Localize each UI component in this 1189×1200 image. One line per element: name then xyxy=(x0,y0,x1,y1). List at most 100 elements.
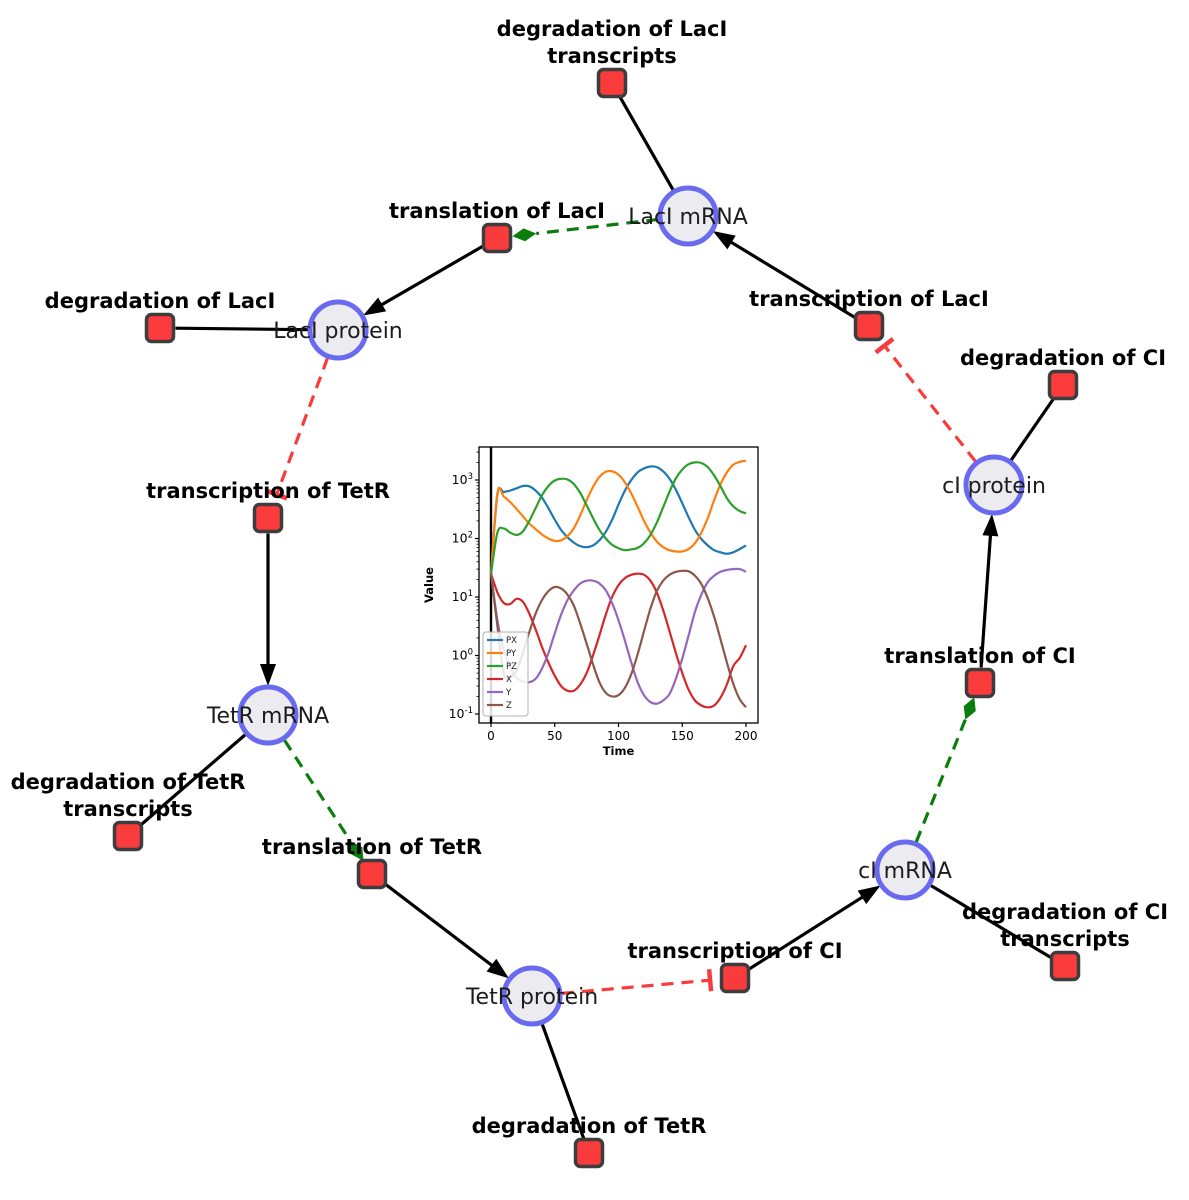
series-line-PY xyxy=(489,459,747,574)
edge-inhibition-laci_protein-to-transcr_tetr-tee-icon xyxy=(265,488,288,501)
edge-activation-tetr_mrna-to-transl_tetr xyxy=(283,739,352,842)
legend-label-PY: PY xyxy=(506,649,517,659)
reaction-label-deg_tetr_tx: transcripts xyxy=(63,797,193,821)
plot-legend: PX PY PZ XYZ xyxy=(482,631,529,717)
reaction-node-transcr_laci xyxy=(853,310,885,342)
series-line-X xyxy=(489,572,747,709)
reaction-node-deg_ci xyxy=(1047,369,1079,401)
edge-reactant-ci_protein-to-deg_ci xyxy=(1009,396,1056,462)
reaction-label-transcr_laci: transcription of LacI xyxy=(749,287,989,311)
reaction-label-deg_laci: degradation of LacI xyxy=(45,289,276,313)
series-line-Z xyxy=(489,569,747,709)
edge-product-transl_laci-to-laci_protein xyxy=(377,244,485,309)
edge-inhibition-ci_protein-to-transcr_laci xyxy=(883,344,977,463)
edge-inhibition-tetr_protein-to-transcr_ci xyxy=(561,978,711,995)
species-node-laci_mrna xyxy=(657,185,719,247)
reaction-label-transcr_ci: transcription of CI xyxy=(627,939,842,963)
legend-label-Y: Y xyxy=(505,688,512,698)
labels-layer: degradation of LacI transcripts translatio… xyxy=(11,17,1168,1138)
reaction-label-deg_ci: degradation of CI xyxy=(960,346,1166,370)
y-tick-label: 103 xyxy=(452,472,473,487)
edge-reactant-ci_mrna-to-deg_ci_tx xyxy=(929,884,1053,960)
x-tick-label: 100 xyxy=(607,729,630,743)
edges-layer xyxy=(138,95,1056,1139)
y-tick-label: 10-1 xyxy=(449,706,473,721)
edge-activation-laci_mrna-to-transl_laci-diamond-icon xyxy=(512,228,537,242)
edge-product-transcr_ci-to-ci_mrna xyxy=(747,893,868,972)
edge-product-transcr_laci-to-laci_mrna xyxy=(726,238,857,320)
y-axis-label: Value xyxy=(422,567,436,603)
reaction-node-deg_ci_tx xyxy=(1049,950,1081,982)
edge-product-transl_laci-to-laci_protein-arrowhead-icon xyxy=(363,297,387,316)
y-tick-label: 102 xyxy=(452,531,473,546)
reaction-label-deg_ci_tx: transcripts xyxy=(1000,927,1130,951)
reaction-label-transcr_tetr: transcription of TetR xyxy=(146,479,390,503)
edge-product-transcr_laci-to-laci_mrna-arrowhead-icon xyxy=(712,231,736,250)
edge-product-transl_ci-to-ci_protein xyxy=(979,530,993,668)
legend-label-PZ: PZ xyxy=(506,662,517,672)
y-tick-label: 100 xyxy=(452,648,473,663)
edge-reactant-tetr_mrna-to-deg_tetr_tx xyxy=(138,733,247,828)
species-node-tetr_mrna xyxy=(237,684,299,746)
species-label-tetr_protein: TetR protein xyxy=(465,985,598,1010)
x-tick-label: 200 xyxy=(735,729,758,743)
edge-activation-tetr_mrna-to-transl_tetr-diamond-icon xyxy=(350,840,364,862)
species-node-ci_mrna xyxy=(874,839,936,901)
legend-label-Z: Z xyxy=(506,701,512,711)
nodes-layer xyxy=(112,67,1081,1169)
species-label-ci_protein: cI protein xyxy=(942,474,1046,499)
legend-label-X: X xyxy=(506,675,512,685)
series-line-PZ xyxy=(489,461,747,574)
edge-reactant-laci_protein-to-deg_laci xyxy=(175,326,309,332)
edge-product-transcr_tetr-to-tetr_mrna-arrowhead-icon xyxy=(260,664,276,686)
edge-product-transl_tetr-to-tetr_protein xyxy=(383,882,497,970)
reaction-node-deg_tetr xyxy=(573,1137,605,1169)
reaction-node-transcr_ci xyxy=(719,962,751,994)
edge-activation-ci_mrna-to-transl_ci xyxy=(914,719,967,843)
edge-product-transcr_ci-to-ci_mrna-arrowhead-icon xyxy=(857,885,881,905)
edge-inhibition-tetr_protein-to-transcr_ci-tee-icon xyxy=(706,969,714,992)
edge-reactant-laci_mrna-to-deg_laci_tx xyxy=(618,95,675,191)
y-tick-label: 101 xyxy=(452,589,473,604)
x-axis-label: Time xyxy=(603,744,635,758)
x-tick-label: 0 xyxy=(487,729,495,743)
edge-inhibition-laci_protein-to-transcr_tetr xyxy=(275,357,330,496)
species-label-tetr_mrna: TetR mRNA xyxy=(206,704,329,729)
reaction-node-transl_tetr xyxy=(356,858,388,890)
reaction-label-deg_tetr_tx: degradation of TetR xyxy=(11,770,246,794)
edge-activation-ci_mrna-to-transl_ci-diamond-icon xyxy=(963,697,976,720)
reaction-node-transl_laci xyxy=(481,222,513,254)
edge-product-transl_tetr-to-tetr_protein-arrowhead-icon xyxy=(486,958,509,979)
x-tick-label: 150 xyxy=(671,729,694,743)
reaction-label-transl_tetr: translation of TetR xyxy=(262,835,482,859)
species-label-laci_mrna: LacI mRNA xyxy=(628,205,748,230)
reaction-node-transcr_tetr xyxy=(252,502,284,534)
reaction-label-deg_tetr: degradation of TetR xyxy=(472,1114,707,1138)
reaction-node-deg_tetr_tx xyxy=(112,820,144,852)
species-node-tetr_protein xyxy=(501,965,563,1027)
reaction-label-transl_laci: translation of LacI xyxy=(389,199,605,223)
edge-inhibition-ci_protein-to-transcr_laci-tee-icon xyxy=(874,337,895,355)
timecourse-plot: 0 50 100 150 20010-1100101102103TimeValuePXP… xyxy=(422,446,759,758)
edge-product-transl_ci-to-ci_protein-arrowhead-icon xyxy=(982,513,999,537)
reaction-label-deg_ci_tx: degradation of CI xyxy=(962,900,1168,924)
series-line-PX xyxy=(489,465,747,574)
reaction-node-deg_laci xyxy=(144,312,176,344)
reaction-label-deg_laci_tx: degradation of LacI xyxy=(497,17,728,41)
reaction-label-transl_ci: translation of CI xyxy=(884,644,1075,668)
plot-curves xyxy=(489,447,747,723)
series-line-Y xyxy=(489,567,747,705)
species-label-ci_mrna: cI mRNA xyxy=(858,859,952,884)
reaction-label-deg_laci_tx: transcripts xyxy=(547,44,677,68)
edge-activation-laci_mrna-to-transl_laci xyxy=(536,217,659,236)
reaction-node-transl_ci xyxy=(964,667,996,699)
species-label-laci_protein: LacI protein xyxy=(273,319,403,344)
legend-label-PX: PX xyxy=(506,636,517,646)
edge-reactant-tetr_protein-to-deg_tetr xyxy=(540,1023,586,1139)
reaction-node-deg_laci_tx xyxy=(596,67,628,99)
x-tick-label: 50 xyxy=(547,729,562,743)
species-node-laci_protein xyxy=(307,299,369,361)
species-node-ci_protein xyxy=(963,454,1025,516)
